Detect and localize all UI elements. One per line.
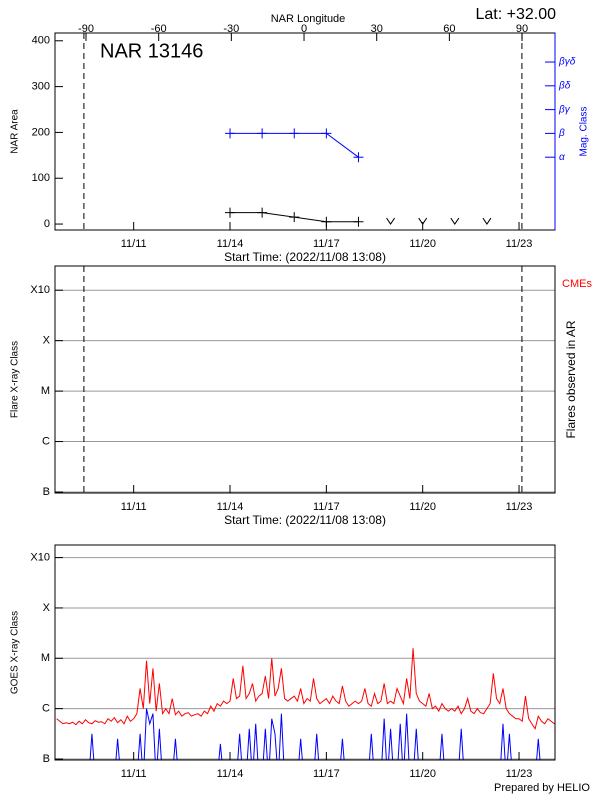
cme-label: CMEs [562, 278, 592, 290]
footer: Prepared by HELIO [494, 782, 590, 794]
region-label: NAR 13146 [100, 40, 203, 62]
x-tick-label: 11/23 [506, 501, 533, 513]
x-tick-label: 11/20 [409, 238, 436, 250]
y-tick-label: C [42, 703, 50, 715]
y2-tick-label: βδ [558, 80, 571, 91]
y-tick-label: C [42, 435, 50, 447]
x-tick-label: 11/11 [121, 238, 147, 250]
series-marker [257, 207, 268, 218]
y2-axis-title: Mag. Class [579, 106, 590, 156]
x-tick-label: 11/17 [313, 238, 340, 250]
series-marker [321, 128, 332, 139]
y-tick-label: M [41, 385, 50, 397]
x-tick-label: 11/14 [217, 501, 244, 513]
x-tick-label: 11/11 [121, 501, 147, 513]
y-tick-label: X10 [30, 551, 50, 563]
x2-tick-label: -30 [223, 23, 239, 35]
series-marker [289, 212, 300, 223]
y-axis-title: GOES X-ray Class [10, 611, 21, 694]
y-tick-label: X10 [30, 284, 50, 296]
x-tick-label: 11/20 [409, 768, 436, 780]
y-tick-label: 300 [32, 81, 50, 93]
y2-tick-label: βγδ [558, 57, 576, 68]
series-marker [353, 152, 364, 163]
x2-tick-label: 90 [516, 23, 528, 35]
series-line [56, 648, 555, 731]
plot-frame [54, 544, 556, 761]
x2-axis-title: NAR Longitude [271, 13, 346, 25]
y-axis-title: NAR Area [10, 109, 21, 154]
y2-tick-label: β [558, 128, 565, 139]
series-marker [450, 217, 460, 225]
y-tick-label: B [43, 486, 50, 498]
x-tick-label: 11/23 [506, 768, 533, 780]
y2-axis-title: Flares observed in AR [564, 320, 578, 438]
x-tick-label: 11/20 [409, 501, 436, 513]
y-tick-label: 400 [32, 35, 50, 47]
series-marker [289, 128, 300, 139]
latitude-label: Lat: +32.00 [475, 6, 556, 23]
series-marker [257, 128, 268, 139]
series-marker [386, 217, 395, 225]
x-tick-label: 11/23 [506, 238, 533, 250]
x2-tick-label: -90 [78, 23, 94, 35]
series-marker [353, 216, 364, 227]
plot-frame [54, 32, 556, 231]
x2-tick-label: 0 [301, 23, 307, 35]
y-tick-label: X [43, 602, 51, 614]
x2-tick-label: 30 [371, 23, 383, 35]
x-axis-title: Start Time: (2022/11/08 13:08) [224, 250, 386, 264]
y-tick-label: M [41, 652, 50, 664]
y-tick-label: 0 [44, 218, 50, 230]
y-tick-label: 200 [32, 126, 50, 138]
y2-tick-label: βγ [558, 104, 571, 115]
y-tick-label: X [43, 335, 51, 347]
y-tick-label: B [43, 753, 50, 765]
series-marker [321, 216, 332, 227]
y-tick-label: 100 [32, 172, 50, 184]
series-marker [225, 128, 236, 139]
y-axis-title: Flare X-ray Class [10, 341, 21, 418]
x-tick-label: 11/17 [313, 768, 340, 780]
series-marker [418, 217, 428, 225]
series-marker [482, 217, 492, 225]
x2-tick-label: 60 [443, 23, 455, 35]
plot-frame [54, 265, 556, 494]
series-marker [225, 207, 236, 218]
x-axis-title: Start Time: (2022/11/08 13:08) [224, 513, 386, 527]
x-tick-label: 11/14 [217, 768, 244, 780]
x-tick-label: 11/11 [121, 768, 147, 780]
series-line [89, 708, 541, 760]
x-tick-label: 11/14 [217, 238, 244, 250]
y2-tick-label: α [559, 152, 565, 163]
x2-tick-label: -60 [151, 23, 167, 35]
x-tick-label: 11/17 [313, 501, 340, 513]
